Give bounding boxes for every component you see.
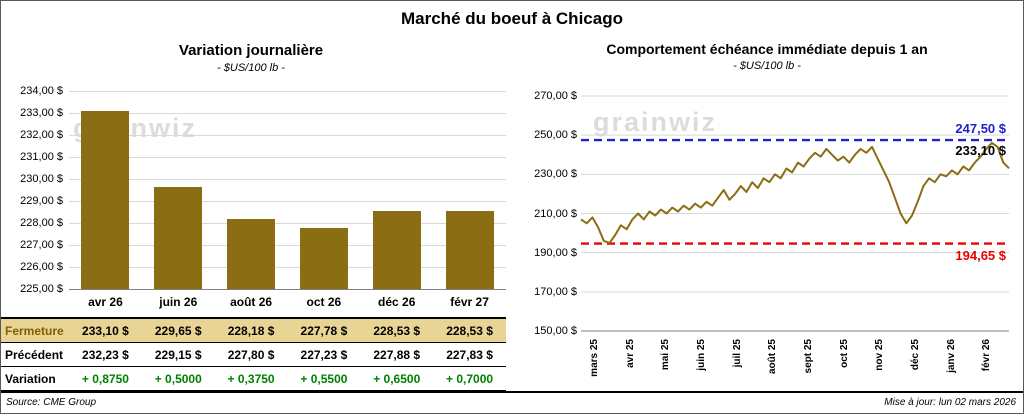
grainwiz-watermark: grainwiz <box>593 107 718 137</box>
bar-chart-subtitle: - $US/100 lb - <box>217 62 285 74</box>
gridline <box>69 113 506 114</box>
x-tick-label: oct 25 <box>838 339 850 368</box>
support-price-label: 194,65 $ <box>955 248 1006 263</box>
resistance-price-label: 247,50 $ <box>955 121 1006 136</box>
gridline <box>69 157 506 158</box>
page-title: Marché du boeuf à Chicago <box>401 9 623 28</box>
y-tick-label: 231,00 $ <box>20 151 63 163</box>
table-cell: + 0,6500 <box>373 371 421 386</box>
x-tick-label: mars 25 <box>589 339 600 377</box>
bar-déc-26 <box>372 211 421 289</box>
table-cell: 232,23 $ <box>82 347 129 362</box>
table-cell: + 0,3750 <box>227 371 275 386</box>
gridline <box>69 91 506 92</box>
y-tick-label: 270,00 $ <box>534 90 577 102</box>
x-category-label: oct 26 <box>306 295 342 309</box>
bar-y-axis: 234,00 $ 233,00 $ 232,00 $ 231,00 $ 230,00 $… <box>1 85 63 295</box>
row-label: Variation <box>5 371 56 386</box>
y-tick-label: 228,00 $ <box>20 217 63 229</box>
x-tick-label: juil 25 <box>731 339 743 368</box>
table-cell: 227,78 $ <box>300 323 348 338</box>
gridline <box>69 179 506 180</box>
line-chart-title: Comportement échéance immédiate depuis 1… <box>606 41 928 57</box>
x-tick-label: sept 25 <box>803 339 814 374</box>
gridline <box>69 289 506 290</box>
x-tick-label: juin 25 <box>696 339 707 371</box>
bar-chart-plot <box>69 91 506 290</box>
y-tick-label: 230,00 $ <box>534 168 577 181</box>
x-category-label: déc 26 <box>378 295 416 309</box>
bar-chart-title: Variation journalière <box>178 42 324 59</box>
x-tick-label: déc 25 <box>910 339 921 371</box>
table-cell: 227,23 $ <box>300 347 348 362</box>
last-price-label: 233,10 $ <box>955 143 1006 158</box>
table-cell: 227,83 $ <box>446 347 493 362</box>
y-tick-label: 230,00 $ <box>20 173 63 185</box>
divider <box>1 391 1023 393</box>
row-label: Fermeture <box>5 323 64 338</box>
y-tick-label: 210,00 $ <box>534 207 577 220</box>
line-x-axis: mars 25 avr 25 mai 25 juin 25 juil 25 août 25… <box>581 335 1009 393</box>
gridline <box>69 135 506 136</box>
price-series-line <box>580 142 1010 244</box>
x-tick-label: août 25 <box>767 339 779 375</box>
table-cell: 229,65 $ <box>154 323 202 338</box>
y-tick-label: 170,00 $ <box>534 285 577 298</box>
table-cell: 229,15 $ <box>154 347 202 362</box>
table-cell: + 0,5500 <box>300 371 348 386</box>
y-tick-label: 226,00 $ <box>20 261 63 273</box>
x-category-label: févr 27 <box>450 295 489 309</box>
price-table: Fermeture 233,10 $ 229,65 $ 228,18 $ 227,78 … <box>1 317 506 391</box>
table-cell: 228,53 $ <box>446 323 493 338</box>
x-category-label: juin 26 <box>159 295 198 309</box>
bar-févr-27 <box>445 211 494 289</box>
table-cell: 227,80 $ <box>227 347 275 362</box>
bar-avr-26 <box>81 110 130 289</box>
bar-x-axis: avr 26 juin 26 août 26 oct 26 déc 26 févr 27 <box>69 295 506 309</box>
x-tick-label: févr 26 <box>981 339 993 372</box>
source-note: Source: CME Group <box>6 397 97 408</box>
bar-août-26 <box>227 219 276 289</box>
row-label: Précédent <box>5 347 64 362</box>
gridline <box>69 267 506 268</box>
table-cell: 227,88 $ <box>373 347 421 362</box>
y-tick-label: 150,00 $ <box>534 325 577 337</box>
table-row-variation: Variation + 0,8750 + 0,5000 + 0,3750 + 0,550… <box>1 367 506 391</box>
y-tick-label: 225,00 $ <box>20 283 63 295</box>
y-tick-label: 190,00 $ <box>534 246 577 259</box>
gridline <box>69 201 506 202</box>
x-category-label: avr 26 <box>88 295 123 309</box>
line-chart-subtitle: - $US/100 lb - <box>733 60 801 72</box>
y-tick-label: 250,00 $ <box>534 129 577 142</box>
y-tick-label: 229,00 $ <box>20 195 63 207</box>
y-tick-label: 232,00 $ <box>20 129 63 141</box>
x-tick-label: avr 25 <box>624 339 636 368</box>
table-cell: 228,18 $ <box>227 323 275 338</box>
line-y-axis: 270,00 $ 250,00 $ 230,00 $ 210,00 $ 190,00 $… <box>513 90 577 337</box>
x-tick-label: janv 26 <box>945 339 957 373</box>
gridline <box>69 245 506 246</box>
table-cell: + 0,8750 <box>81 371 129 386</box>
bar-oct-26 <box>299 227 348 289</box>
y-tick-label: 233,00 $ <box>20 107 63 119</box>
x-tick-label: nov 25 <box>874 339 886 371</box>
table-cell: 233,10 $ <box>82 323 129 338</box>
x-category-label: août 26 <box>230 295 273 309</box>
y-tick-label: 234,00 $ <box>20 85 63 97</box>
line-chart-plot <box>580 95 1010 332</box>
bar-juin-26 <box>154 186 203 289</box>
table-row-fermeture: Fermeture 233,10 $ 229,65 $ 228,18 $ 227,78 … <box>1 319 506 343</box>
updated-note: Mise à jour: lun 02 mars 2026 <box>884 397 1016 408</box>
y-tick-label: 227,00 $ <box>20 239 63 251</box>
gridline <box>69 223 506 224</box>
table-cell: 228,53 $ <box>373 323 421 338</box>
table-row-précédent: Précédent 232,23 $ 229,15 $ 227,80 $ 227,23 … <box>1 343 506 367</box>
x-tick-label: mai 25 <box>660 339 672 371</box>
table-cell: + 0,7000 <box>446 371 494 386</box>
table-cell: + 0,5000 <box>154 371 202 386</box>
